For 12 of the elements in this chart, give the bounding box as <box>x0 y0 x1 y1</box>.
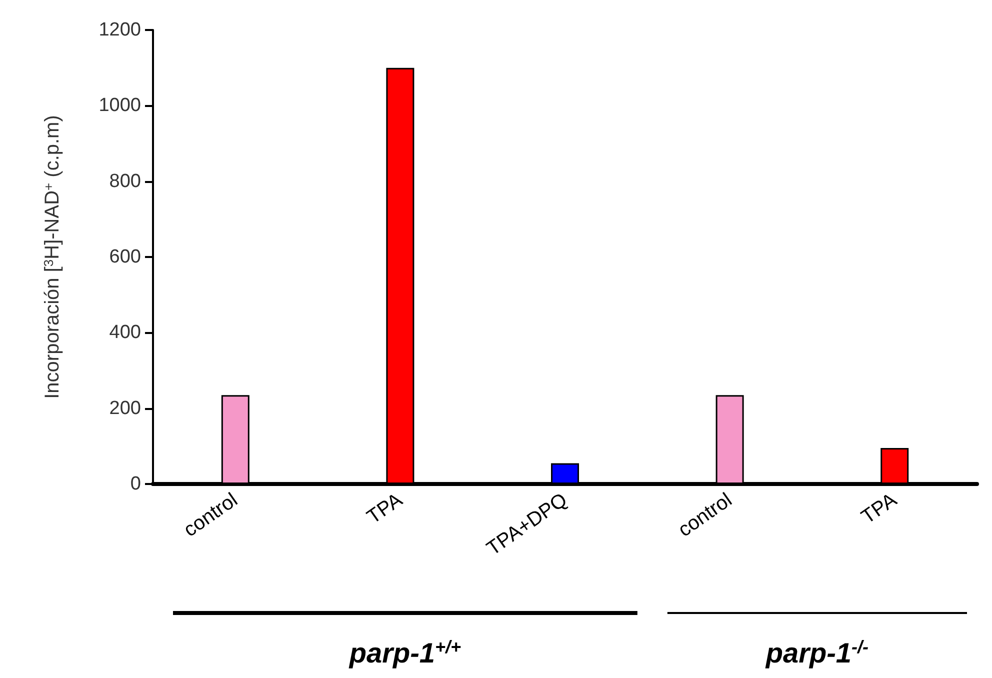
x-tick-label: TPA <box>363 488 408 528</box>
y-tick-label: 200 <box>109 398 141 419</box>
y-tick-label: 600 <box>109 246 141 268</box>
y-tick-label: 400 <box>109 322 141 344</box>
y-tick-label: 1000 <box>98 95 141 116</box>
text: parp-1+/+ <box>348 637 462 668</box>
x-tick-label: TPA <box>858 488 902 528</box>
y-tick-label: 1200 <box>98 20 141 40</box>
y-tick-label: 0 <box>130 474 141 494</box>
y-tick-label: 800 <box>109 170 141 192</box>
text: parp-1-/- <box>764 637 868 668</box>
y-axis-title: Incorporación [3H]-NAD+ (c.p.m) <box>41 115 64 399</box>
